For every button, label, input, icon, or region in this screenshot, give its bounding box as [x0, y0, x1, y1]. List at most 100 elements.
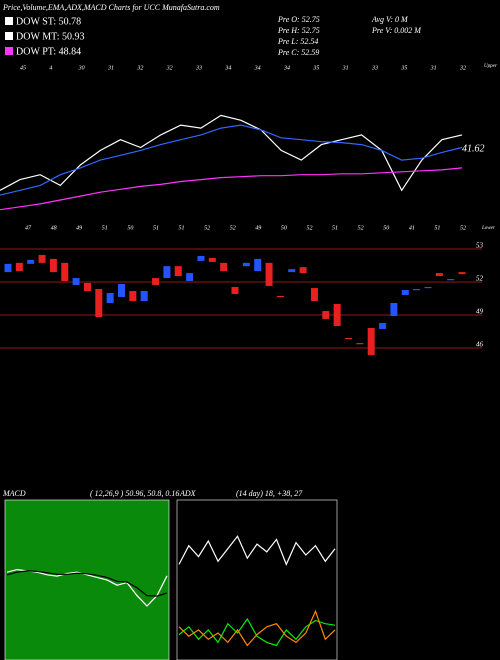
date-label: 41 — [409, 224, 415, 231]
legend-swatch — [5, 17, 13, 25]
date-label: 32 — [166, 65, 173, 71]
candle — [118, 283, 125, 297]
date-label: 52 — [306, 225, 312, 231]
candle — [4, 263, 12, 273]
date-label: 31 — [107, 65, 114, 71]
candle — [186, 273, 194, 282]
date-label: 33 — [195, 65, 202, 71]
candle — [288, 269, 296, 273]
candle — [163, 266, 171, 279]
date-label: 31 — [430, 65, 437, 71]
adx-panel — [176, 499, 338, 660]
candle — [367, 327, 375, 356]
candle — [72, 278, 80, 285]
info: Pre V: 0.002 M — [371, 26, 422, 35]
candle — [310, 288, 318, 302]
candle — [152, 278, 160, 285]
macd-title: MACD — [2, 489, 26, 498]
info: Pre C: 52.59 — [277, 48, 319, 57]
candle — [458, 272, 466, 275]
candle — [322, 311, 330, 319]
date-label: 35 — [400, 65, 407, 71]
info: Pre L: 52.54 — [277, 37, 318, 46]
page-title: Price,Volume,EMA,ADX,MACD Charts for UCC… — [2, 3, 220, 12]
date-label: 51 — [332, 225, 338, 231]
date-label: 50 — [127, 225, 133, 231]
date-label: 32 — [136, 65, 143, 71]
info: Avg V: 0 M — [371, 15, 409, 24]
legend-swatch — [5, 32, 13, 40]
date-label: 4 — [49, 64, 52, 71]
candle — [276, 295, 284, 298]
macd-params: ( 12,26,9 ) 50.96, 50.8, 0.16 — [90, 489, 179, 498]
annotation: 41.62 — [462, 143, 485, 154]
candle — [379, 323, 387, 329]
date-label: 49 — [255, 224, 261, 231]
date-label: 49 — [76, 224, 82, 231]
date-label: 51 — [179, 225, 185, 231]
date-label: 50 — [383, 225, 389, 231]
candle — [95, 289, 103, 317]
candle — [299, 267, 307, 274]
candle — [345, 337, 352, 340]
y-tick-label: 46 — [476, 341, 484, 349]
line-series — [6, 570, 168, 597]
candle — [129, 291, 137, 302]
candle — [424, 286, 432, 289]
adx-params: (14 day) 18, +38, 27 — [236, 489, 303, 498]
legend-item: DOW PT: 48.84 — [16, 46, 81, 57]
candle — [27, 259, 35, 264]
date-label: 35 — [312, 65, 319, 71]
candle — [83, 282, 91, 292]
y-tick-label: 49 — [476, 308, 484, 316]
line-series — [0, 124, 463, 196]
candle — [265, 262, 273, 286]
info: Pre O: 52.75 — [277, 15, 320, 24]
candle — [447, 279, 455, 281]
date-label: 51 — [153, 225, 159, 231]
candle — [390, 303, 398, 316]
date-label: 52 — [230, 225, 236, 231]
candle — [435, 273, 443, 277]
candle — [356, 343, 364, 345]
candle — [49, 258, 57, 273]
line-series — [178, 609, 336, 647]
date-label: 30 — [78, 65, 85, 71]
date-label: 52 — [358, 225, 364, 231]
candle — [61, 262, 69, 282]
y-tick-label: 53 — [476, 242, 484, 250]
adx-title: ADX — [179, 489, 197, 498]
candle — [401, 290, 409, 295]
candle — [174, 266, 182, 277]
legend-swatch — [5, 47, 13, 55]
date-label: 34 — [224, 64, 231, 71]
line-series — [178, 535, 336, 566]
candle — [254, 258, 262, 272]
candle — [333, 304, 341, 326]
candle — [231, 286, 239, 294]
date-label: 32 — [459, 65, 466, 71]
date-label: 52 — [204, 225, 210, 231]
line-series — [0, 167, 463, 211]
date-label: 51 — [434, 225, 440, 231]
y-tick-label: 52 — [476, 275, 484, 283]
date-label: 51 — [102, 225, 108, 231]
date-label: 50 — [281, 225, 287, 231]
date-label: 34 — [283, 64, 290, 71]
lower-label: Lower — [481, 226, 495, 231]
date-label: 48 — [51, 224, 57, 231]
date-label: 34 — [254, 64, 261, 71]
candle — [106, 293, 114, 304]
info: Pre H: 52.75 — [277, 26, 320, 35]
macd-panel — [4, 499, 170, 660]
candle — [242, 262, 250, 267]
date-label: 47 — [25, 224, 32, 231]
candle — [197, 255, 205, 261]
legend-item: DOW ST: 50.78 — [16, 16, 81, 27]
date-label: 52 — [460, 225, 466, 231]
candle — [15, 262, 23, 272]
upper-label: Upper — [484, 64, 497, 69]
candle — [38, 254, 46, 263]
date-label: 33 — [371, 65, 378, 71]
